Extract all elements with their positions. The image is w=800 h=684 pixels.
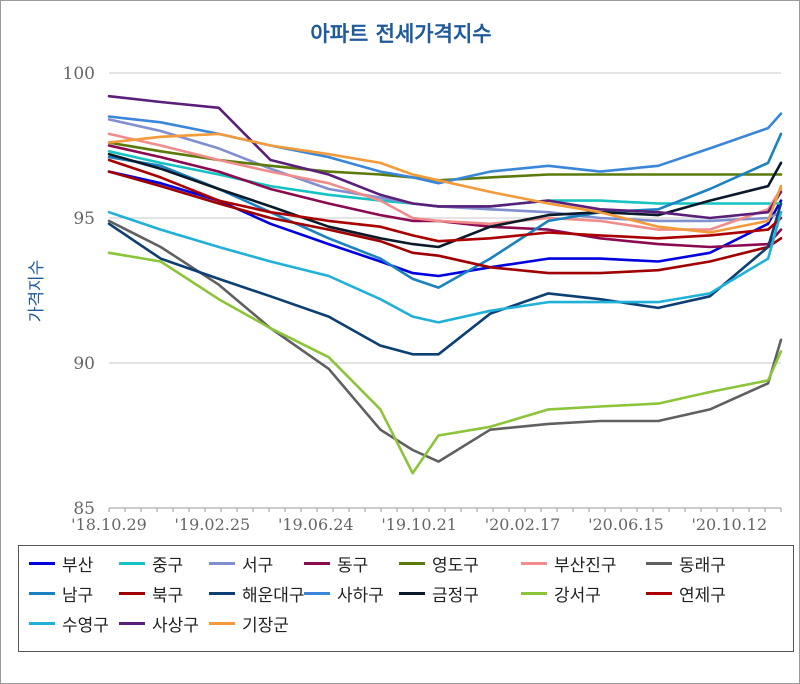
legend-item: 사하구 xyxy=(304,580,384,606)
legend-item: 수영구 xyxy=(29,610,109,636)
series-line-북구 xyxy=(107,170,783,275)
legend-swatch xyxy=(29,561,55,565)
chart-title: 아파트 전세가격지수 xyxy=(310,22,491,46)
series-line-동래구 xyxy=(107,219,783,463)
legend-swatch xyxy=(209,621,235,625)
legend-swatch xyxy=(29,591,55,595)
legend-item: 북구 xyxy=(119,580,183,606)
x-tick-label: '20.10.12 xyxy=(691,515,767,534)
legend-label: 서구 xyxy=(242,555,274,576)
legend-label: 연제구 xyxy=(679,585,726,606)
legend-swatch xyxy=(521,591,547,595)
legend-label: 동구 xyxy=(337,555,369,576)
series-line-부산 xyxy=(107,170,783,278)
legend-item: 영도구 xyxy=(399,550,479,576)
legend-label: 기장군 xyxy=(242,615,289,636)
legend-label: 남구 xyxy=(62,585,94,606)
x-tick-label: '19.06.24 xyxy=(278,515,354,534)
legend-label: 동래구 xyxy=(679,555,726,576)
line-chart: 아파트 전세가격지수 가격지수 85 90 95 100 '18.10.29 '19.0… xyxy=(27,22,783,534)
legend-swatch xyxy=(29,621,55,625)
y-tick-label: 90 xyxy=(73,354,95,374)
legend-item: 연제구 xyxy=(646,580,726,606)
series-line-강서구 xyxy=(107,251,783,475)
x-tick-label: '19.10.21 xyxy=(381,515,457,534)
series-lines xyxy=(107,94,783,475)
legend-label: 영도구 xyxy=(432,555,479,576)
series-line-수영구 xyxy=(107,210,783,324)
legend-label: 사상구 xyxy=(152,615,199,636)
legend-label: 강서구 xyxy=(554,585,601,606)
x-tick-labels: '18.10.29 '19.02.25 '19.06.24 '19.10.21 '20.… xyxy=(71,508,782,534)
legend-item: 기장군 xyxy=(209,610,289,636)
legend-label: 해운대구 xyxy=(242,585,305,606)
legend-swatch xyxy=(304,591,330,595)
series-line-금정구 xyxy=(107,152,783,249)
legend-item: 동구 xyxy=(304,550,368,576)
legend-swatch xyxy=(521,561,547,565)
legend-swatch xyxy=(304,561,330,565)
gridlines xyxy=(109,72,781,509)
legend-label: 중구 xyxy=(152,555,184,576)
legend-label: 수영구 xyxy=(62,615,109,636)
legend-item: 금정구 xyxy=(399,580,479,606)
legend-swatch xyxy=(119,561,145,565)
y-tick-label: 85 xyxy=(73,499,95,519)
series-line-연제구 xyxy=(107,158,783,243)
y-tick-label: 100 xyxy=(63,64,95,84)
legend-swatch xyxy=(119,621,145,625)
legend-label: 부산 xyxy=(62,555,94,576)
legend-item: 부산진구 xyxy=(521,550,617,576)
x-tick-label: '18.10.29 xyxy=(71,515,147,534)
y-tick-label: 95 xyxy=(73,209,95,229)
y-tick-labels: 85 90 95 100 xyxy=(63,64,95,519)
series-line-영도구 xyxy=(107,141,783,182)
series-line-해운대구 xyxy=(107,202,783,356)
legend-item: 동래구 xyxy=(646,550,726,576)
legend-item: 중구 xyxy=(119,550,183,576)
legend-label: 사하구 xyxy=(337,585,384,606)
legend-item: 부산 xyxy=(29,550,93,576)
x-tick-label: '20.02.17 xyxy=(485,515,561,534)
y-axis-label: 가격지수 xyxy=(27,260,47,323)
legend-item: 남구 xyxy=(29,580,93,606)
legend-label: 북구 xyxy=(152,585,184,606)
legend-swatch xyxy=(209,561,235,565)
series-line-사상구 xyxy=(107,94,783,220)
legend-swatch xyxy=(119,591,145,595)
legend-swatch xyxy=(209,591,235,595)
legend-swatch xyxy=(646,561,672,565)
legend-label: 금정구 xyxy=(432,585,479,606)
legend-item: 사상구 xyxy=(119,610,199,636)
legend-item: 서구 xyxy=(209,550,273,576)
x-tick-label: '20.06.15 xyxy=(588,515,664,534)
series-line-남구 xyxy=(107,132,783,289)
legend-item: 강서구 xyxy=(521,580,601,606)
legend-swatch xyxy=(399,561,425,565)
legend-swatch xyxy=(646,591,672,595)
legend-swatch xyxy=(399,591,425,595)
legend-label: 부산진구 xyxy=(554,555,617,576)
x-tick-label: '19.02.25 xyxy=(175,515,251,534)
series-line-기장군 xyxy=(107,132,783,234)
legend-item: 해운대구 xyxy=(209,580,305,606)
